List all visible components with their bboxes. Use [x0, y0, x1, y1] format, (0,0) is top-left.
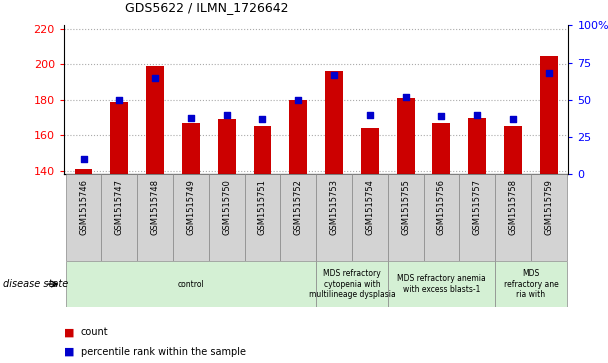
Point — [114, 97, 124, 103]
Point — [222, 112, 232, 118]
Text: GSM1515746: GSM1515746 — [79, 179, 88, 236]
Bar — [495, 174, 531, 261]
Point — [150, 74, 160, 80]
Text: GDS5622 / ILMN_1726642: GDS5622 / ILMN_1726642 — [125, 1, 288, 15]
Point — [258, 116, 268, 122]
Bar — [361, 128, 379, 174]
Point — [508, 116, 518, 122]
Text: MDS refractory
cytopenia with
multilineage dysplasia: MDS refractory cytopenia with multilinea… — [309, 269, 395, 299]
Bar — [424, 174, 459, 261]
Point — [472, 112, 482, 118]
Text: GSM1515759: GSM1515759 — [544, 179, 553, 235]
Bar — [388, 261, 495, 307]
Text: GSM1515756: GSM1515756 — [437, 179, 446, 236]
Text: GSM1515753: GSM1515753 — [330, 179, 339, 236]
Text: count: count — [81, 327, 108, 337]
Text: disease state: disease state — [3, 279, 68, 289]
Bar — [280, 174, 316, 261]
Bar — [396, 98, 415, 174]
Bar — [540, 56, 558, 174]
Point — [294, 97, 303, 103]
Bar — [66, 174, 102, 261]
Bar — [173, 174, 209, 261]
Bar — [316, 261, 388, 307]
Bar — [254, 126, 271, 174]
Text: GSM1515751: GSM1515751 — [258, 179, 267, 235]
Point — [437, 113, 446, 119]
Bar — [289, 100, 307, 174]
Point — [329, 72, 339, 77]
Text: control: control — [178, 280, 204, 289]
Bar — [209, 174, 244, 261]
Bar — [75, 169, 92, 174]
Bar — [111, 102, 128, 174]
Bar — [325, 72, 343, 174]
Text: GSM1515757: GSM1515757 — [472, 179, 482, 236]
Point — [544, 70, 554, 76]
Bar — [432, 123, 451, 174]
Bar — [66, 261, 316, 307]
Text: GSM1515752: GSM1515752 — [294, 179, 303, 235]
Bar — [218, 119, 236, 174]
Text: GSM1515758: GSM1515758 — [508, 179, 517, 236]
Text: GSM1515748: GSM1515748 — [151, 179, 160, 236]
Text: ■: ■ — [64, 327, 74, 337]
Bar — [495, 261, 567, 307]
Point — [365, 112, 375, 118]
Bar — [137, 174, 173, 261]
Bar — [504, 126, 522, 174]
Bar — [352, 174, 388, 261]
Text: GSM1515755: GSM1515755 — [401, 179, 410, 235]
Text: MDS refractory anemia
with excess blasts-1: MDS refractory anemia with excess blasts… — [397, 274, 486, 294]
Text: GSM1515754: GSM1515754 — [365, 179, 375, 235]
Bar — [182, 123, 200, 174]
Bar — [468, 118, 486, 174]
Bar — [459, 174, 495, 261]
Bar — [244, 174, 280, 261]
Text: GSM1515747: GSM1515747 — [115, 179, 124, 236]
Bar — [388, 174, 424, 261]
Bar — [102, 174, 137, 261]
Text: GSM1515750: GSM1515750 — [222, 179, 231, 235]
Text: ■: ■ — [64, 347, 74, 357]
Point — [78, 156, 88, 162]
Bar — [531, 174, 567, 261]
Bar — [316, 174, 352, 261]
Text: percentile rank within the sample: percentile rank within the sample — [81, 347, 246, 357]
Bar — [146, 66, 164, 174]
Point — [401, 94, 410, 100]
Text: GSM1515749: GSM1515749 — [187, 179, 195, 235]
Text: MDS
refractory ane
ria with: MDS refractory ane ria with — [503, 269, 558, 299]
Point — [186, 115, 196, 121]
